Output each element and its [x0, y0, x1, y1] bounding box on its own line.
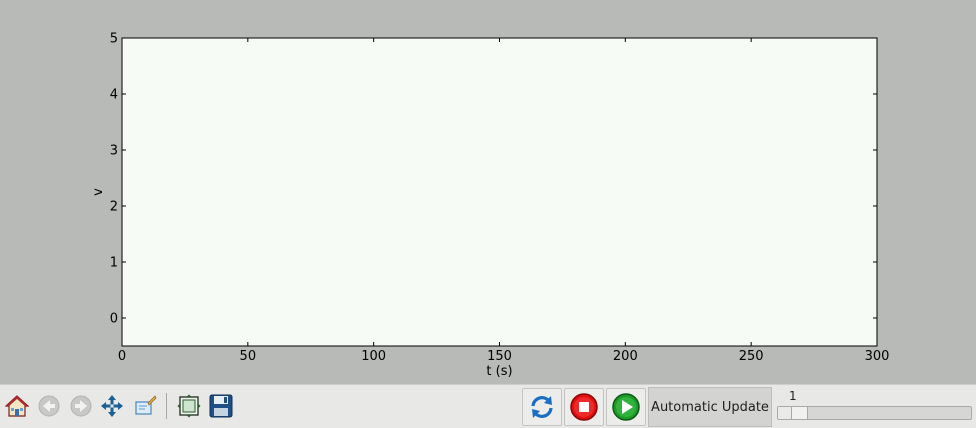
x-tick-label: 250	[739, 349, 764, 364]
subplots-config-button[interactable]	[175, 392, 203, 420]
y-tick-label: 2	[110, 200, 118, 215]
back-arrow-icon	[38, 395, 60, 417]
zoom-rect-icon	[135, 395, 157, 415]
forward-button[interactable]	[67, 392, 95, 420]
x-tick-label: 150	[487, 349, 512, 364]
play-icon	[612, 393, 640, 421]
save-button[interactable]	[207, 392, 235, 420]
slider-trough	[778, 407, 792, 419]
play-button[interactable]	[606, 388, 646, 426]
automatic-update-toggle[interactable]: Automatic Update	[648, 387, 772, 427]
y-tick-label: 3	[110, 144, 118, 159]
home-icon	[5, 395, 29, 417]
x-axis-label: t (s)	[486, 364, 512, 379]
axes-background	[121, 37, 878, 347]
y-tick-label: 1	[110, 256, 118, 271]
x-tick-label: 50	[240, 349, 257, 364]
pan-button[interactable]	[98, 392, 126, 420]
subplots-config-icon	[177, 394, 201, 418]
navigation-toolbar: Automatic Update 1	[0, 384, 976, 428]
home-button[interactable]	[3, 392, 31, 420]
y-tick-label: 4	[110, 88, 118, 103]
plot-svg: 0 50 100 150 200 250 300 0 1 2 3 4 5 t (s) v	[91, 32, 890, 380]
x-tick-label: 200	[613, 349, 638, 364]
x-tick-label: 0	[118, 349, 126, 364]
y-tick-label: 5	[110, 32, 118, 47]
back-button[interactable]	[35, 392, 63, 420]
x-tick-label: 300	[865, 349, 890, 364]
x-tick-label: 100	[361, 349, 386, 364]
pan-icon	[101, 395, 123, 417]
stop-icon	[570, 393, 598, 421]
refresh-icon	[531, 396, 553, 418]
toolbar-separator	[166, 393, 167, 419]
save-icon	[209, 394, 233, 418]
y-axis-label: v	[91, 188, 106, 196]
automatic-update-label: Automatic Update	[651, 399, 769, 415]
slider-handle[interactable]	[791, 407, 808, 419]
update-interval-slider[interactable]	[777, 406, 972, 420]
figure-canvas: 0 50 100 150 200 250 300 0 1 2 3 4 5 t (s) v	[91, 32, 890, 380]
y-tick-label: 0	[110, 312, 118, 327]
forward-arrow-icon	[70, 395, 92, 417]
slider-value: 1	[789, 389, 797, 403]
zoom-rect-button[interactable]	[131, 392, 159, 420]
refresh-button[interactable]	[522, 388, 562, 426]
stop-button[interactable]	[564, 388, 604, 426]
